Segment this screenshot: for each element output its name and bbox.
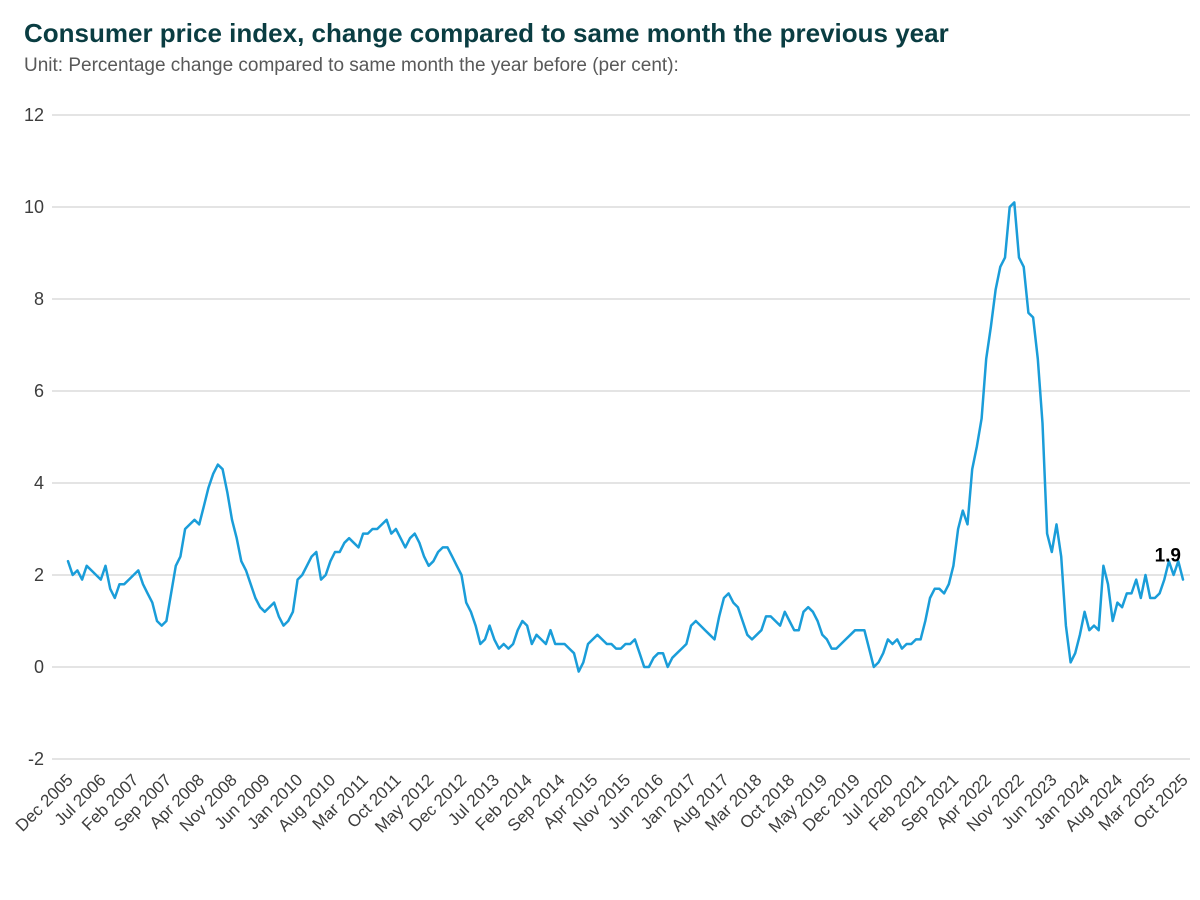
y-tick-label: 12 (24, 105, 44, 125)
y-tick-label: 10 (24, 197, 44, 217)
chart-area: -2 0 2 4 6 8 10 12 Dec 2005 Jul 2006 Feb 2007 Sep 2… (0, 88, 1200, 900)
chart-header: Consumer price index, change compared to… (0, 0, 1200, 76)
chart-title: Consumer price index, change compared to… (24, 18, 949, 48)
y-tick-label: 0 (34, 657, 44, 677)
last-value-label: 1.9 (1155, 546, 1181, 567)
y-tick-label: 4 (34, 473, 44, 493)
cpi-line-series (66, 201, 1185, 673)
y-tick-label: 2 (34, 565, 44, 585)
y-tick-label: 8 (34, 289, 44, 309)
y-tick-label: -2 (28, 749, 44, 769)
chart-subtitle: Unit: Percentage change compared to same… (24, 55, 679, 76)
y-tick-label: 6 (34, 381, 44, 401)
